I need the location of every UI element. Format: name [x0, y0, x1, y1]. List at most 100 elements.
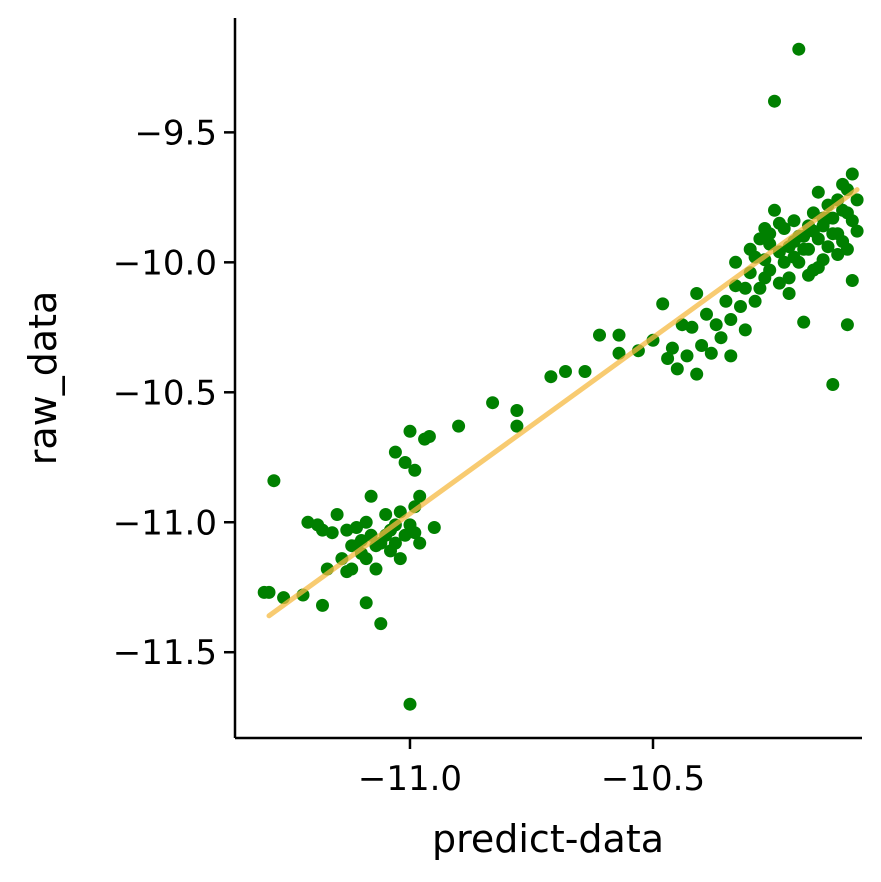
data-point — [772, 276, 786, 290]
data-point — [714, 331, 728, 345]
data-point — [826, 378, 840, 391]
y-tick-label: −10.0 — [113, 243, 217, 283]
data-point — [393, 505, 407, 519]
data-point — [743, 242, 757, 256]
data-point — [612, 346, 626, 360]
data-point — [393, 552, 407, 566]
data-point — [768, 94, 781, 108]
data-point — [316, 598, 329, 612]
data-point — [763, 227, 777, 241]
data-point — [330, 508, 344, 521]
data-point — [408, 526, 422, 540]
data-point — [413, 489, 427, 503]
data-point — [388, 445, 402, 459]
data-point — [850, 193, 864, 207]
x-axis-title: predict-data — [432, 817, 664, 861]
data-point — [559, 365, 572, 378]
data-point — [850, 224, 864, 238]
data-point — [836, 177, 850, 191]
data-point — [763, 237, 777, 251]
data-point — [690, 287, 704, 300]
data-point — [452, 419, 466, 433]
data-point — [544, 370, 558, 384]
data-point — [802, 268, 815, 282]
data-point — [772, 216, 786, 230]
data-point — [374, 617, 388, 631]
data-point — [738, 323, 752, 337]
data-point — [738, 281, 752, 295]
data-point — [510, 404, 524, 417]
axes — [233, 18, 862, 740]
data-point — [782, 271, 796, 285]
data-point — [369, 562, 383, 576]
data-point — [840, 206, 854, 220]
data-point — [845, 167, 859, 181]
data-point — [685, 320, 699, 334]
data-point — [831, 248, 845, 261]
data-point — [403, 697, 417, 711]
data-point — [734, 300, 747, 313]
data-point — [719, 294, 733, 308]
data-point — [578, 365, 592, 378]
data-point — [403, 424, 417, 438]
data-point — [753, 232, 767, 246]
data-point — [486, 396, 500, 410]
data-point — [340, 565, 354, 579]
data-point — [704, 346, 718, 360]
data-point — [782, 287, 796, 300]
data-point — [787, 214, 801, 228]
data-point — [777, 255, 791, 269]
data-point — [797, 315, 811, 329]
data-point — [359, 515, 373, 529]
data-point — [661, 352, 675, 365]
y-tick-label: −10.5 — [113, 373, 217, 413]
data-point — [325, 526, 339, 540]
data-point — [724, 313, 738, 326]
data-point — [797, 242, 811, 256]
data-point — [379, 508, 393, 521]
data-point — [680, 349, 694, 363]
data-point — [656, 297, 670, 311]
data-point — [665, 341, 679, 355]
data-point — [840, 318, 854, 332]
points-layer — [257, 42, 864, 711]
x-tick-label: −11.0 — [358, 759, 462, 799]
data-point — [359, 596, 373, 610]
data-point — [792, 42, 806, 56]
data-point — [690, 367, 704, 381]
data-point — [753, 281, 767, 295]
data-point — [845, 274, 859, 287]
fit-line-layer — [266, 187, 860, 619]
x-tick-label: −10.5 — [601, 759, 705, 799]
ticks-layer: −11.0 −10.5 −9.5 −10.0 −10.5 −11.0 −11.5 — [113, 113, 705, 799]
data-point — [364, 489, 378, 503]
data-point — [729, 255, 743, 269]
data-point — [724, 349, 738, 363]
data-point — [700, 307, 713, 321]
data-point — [811, 261, 825, 274]
data-point — [510, 419, 524, 433]
data-point — [840, 242, 854, 256]
y-tick-label: −11.0 — [113, 503, 217, 543]
data-point — [768, 203, 781, 217]
data-point — [806, 224, 820, 238]
data-point — [763, 263, 777, 277]
data-point — [826, 227, 840, 241]
data-point — [359, 552, 373, 566]
data-point — [695, 339, 709, 352]
data-point — [408, 463, 422, 477]
data-point — [811, 185, 825, 199]
data-point — [427, 521, 441, 534]
data-point — [792, 255, 806, 269]
data-point — [709, 318, 723, 332]
data-point — [612, 328, 626, 342]
data-point — [388, 536, 402, 550]
data-point — [821, 240, 835, 254]
data-point — [350, 521, 363, 534]
data-point — [422, 430, 436, 443]
data-point — [670, 362, 684, 376]
data-point — [262, 585, 276, 599]
fit-line — [266, 187, 860, 619]
data-point — [413, 536, 427, 550]
